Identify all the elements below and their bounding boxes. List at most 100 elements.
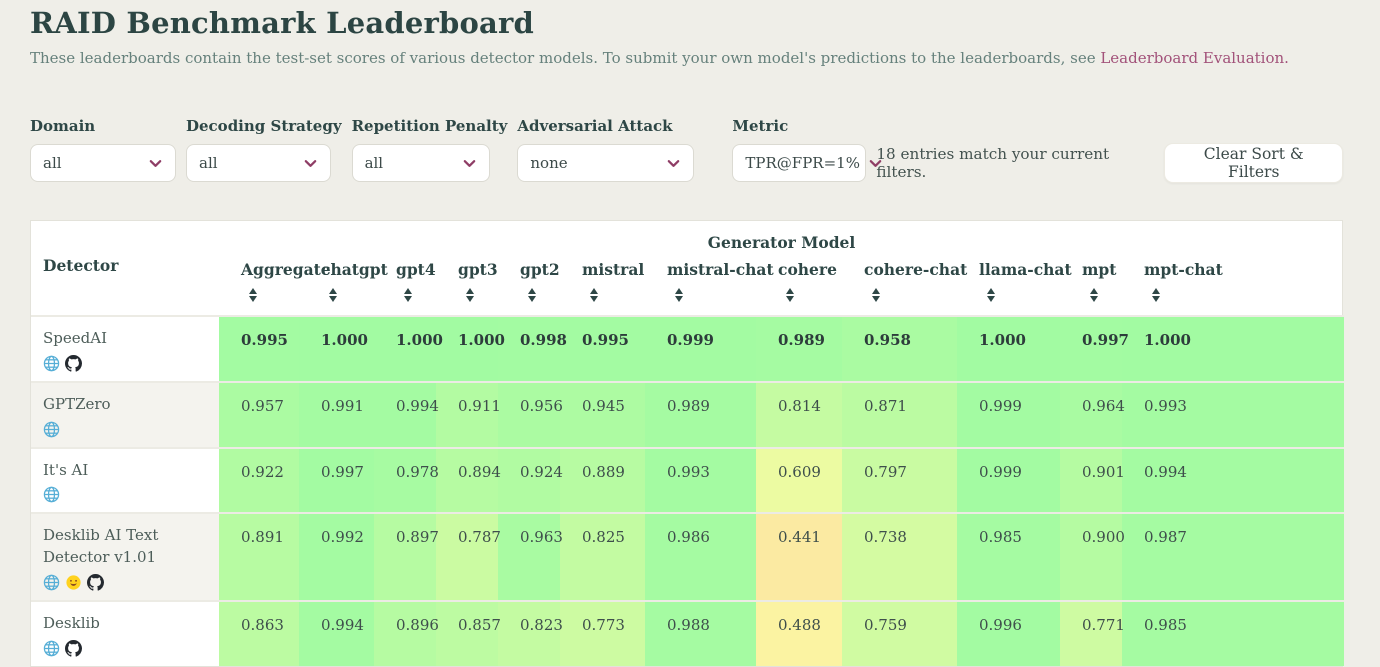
column-header-aggregate: Aggregate xyxy=(219,252,331,316)
huggingface-icon[interactable] xyxy=(65,574,82,591)
table-row: GPTZero 0.957 0.991 0.994 0.911 0.956 0.945 0.9… xyxy=(31,381,1345,448)
github-icon[interactable] xyxy=(65,639,82,657)
score-cell: 1.000 xyxy=(436,316,505,382)
sort-up-arrow xyxy=(329,288,337,294)
sort-icon[interactable] xyxy=(466,288,474,302)
website-icon[interactable] xyxy=(43,421,60,438)
sort-up-arrow xyxy=(786,288,794,294)
decoding-strategy-select[interactable]: all xyxy=(186,144,331,182)
clear-sort-filters-button[interactable]: Clear Sort & Filters xyxy=(1164,143,1343,183)
website-icon[interactable] xyxy=(43,355,60,372)
github-icon[interactable] xyxy=(65,354,82,372)
sort-down-arrow xyxy=(1152,296,1160,302)
score-cell: 0.985 xyxy=(1122,600,1345,666)
score-cell: 0.991 xyxy=(299,381,374,448)
score-cell: 1.000 xyxy=(1122,316,1345,382)
column-header-mistral-chat: mistral-chat xyxy=(645,252,774,316)
page-subtitle: These leaderboards contain the test-set … xyxy=(30,49,1380,67)
sort-icon[interactable] xyxy=(329,288,337,302)
entries-count-text: 18 entries match your current filters. xyxy=(876,145,1110,181)
score-cell: 0.994 xyxy=(1122,447,1345,514)
sort-icon[interactable] xyxy=(872,288,880,302)
sort-up-arrow xyxy=(590,288,598,294)
detector-cell: SpeedAI xyxy=(31,316,219,382)
detector-cell: Desklib AI Text Detector v1.01 xyxy=(31,513,219,601)
score-cell: 0.889 xyxy=(560,447,645,514)
leaderboard-evaluation-link[interactable]: Leaderboard Evaluation. xyxy=(1100,49,1289,67)
website-icon[interactable] xyxy=(43,486,60,503)
detector-cell: It's AI xyxy=(31,447,219,514)
chevron-down-icon xyxy=(462,156,477,171)
sort-icon[interactable] xyxy=(590,288,598,302)
score-cell: 0.996 xyxy=(957,600,1060,666)
sort-icon[interactable] xyxy=(404,288,412,302)
score-cell: 1.000 xyxy=(374,316,443,382)
sort-icon[interactable] xyxy=(1090,288,1098,302)
filter-decoding-strategy: Decoding Strategy all xyxy=(186,117,342,182)
sort-up-arrow xyxy=(987,288,995,294)
column-header-mpt-chat: mpt-chat xyxy=(1122,252,1344,316)
score-cell: 0.958 xyxy=(842,316,957,382)
score-cell: 0.797 xyxy=(842,447,957,514)
score-cell: 0.994 xyxy=(299,600,374,666)
sort-down-arrow xyxy=(675,296,683,302)
column-header-label: Aggregate xyxy=(241,260,331,279)
sort-icon[interactable] xyxy=(675,288,683,302)
sort-up-arrow xyxy=(872,288,880,294)
score-cell: 0.894 xyxy=(436,447,501,514)
repetition-penalty-select[interactable]: all xyxy=(351,144,490,182)
filter-bar: Domain all Decoding Strategy all Repetition … xyxy=(30,117,1343,183)
column-header-label: mistral-chat xyxy=(667,260,774,279)
sort-down-arrow xyxy=(249,296,257,302)
score-cell: 0.998 xyxy=(498,316,567,382)
website-icon[interactable] xyxy=(43,640,60,657)
column-header-label: gpt2 xyxy=(520,260,560,279)
website-icon[interactable] xyxy=(43,574,60,591)
filter-bar-right: 18 entries match your current filters. C… xyxy=(876,143,1343,183)
column-header-label: gpt4 xyxy=(396,260,436,279)
filter-label-domain: Domain xyxy=(30,117,96,135)
detector-name: SpeedAI xyxy=(43,329,107,347)
sort-icon[interactable] xyxy=(987,288,995,302)
column-header-label: cohere-chat xyxy=(864,260,968,279)
sort-icon[interactable] xyxy=(786,288,794,302)
score-cell: 0.993 xyxy=(645,447,756,514)
score-cell: 0.995 xyxy=(560,316,645,382)
sort-icon[interactable] xyxy=(249,288,257,302)
chevron-down-icon xyxy=(666,156,681,171)
column-header-gpt4: gpt4 xyxy=(374,252,436,316)
score-cell: 0.901 xyxy=(1060,447,1125,514)
score-cell: 1.000 xyxy=(957,316,1060,382)
score-cell: 0.997 xyxy=(1060,316,1129,382)
sort-icon[interactable] xyxy=(528,288,536,302)
metric-select[interactable]: TPR@FPR=1% xyxy=(732,144,882,182)
sort-icon[interactable] xyxy=(1152,288,1160,302)
github-icon[interactable] xyxy=(87,573,104,591)
detector-links xyxy=(43,639,207,657)
adversarial-attack-select[interactable]: none xyxy=(517,144,695,182)
sort-down-arrow xyxy=(528,296,536,302)
score-cell: 0.871 xyxy=(842,381,957,448)
domain-select[interactable]: all xyxy=(30,144,176,182)
sort-up-arrow xyxy=(1152,288,1160,294)
score-cell: 0.999 xyxy=(957,447,1060,514)
column-header-label: gpt3 xyxy=(458,260,498,279)
generator-model-group-header: Generator Model xyxy=(707,233,856,252)
leaderboard-table: Detector Generator Model Aggregate chatgpt g… xyxy=(31,221,1345,666)
score-cell: 0.986 xyxy=(645,513,756,601)
score-cell: 0.738 xyxy=(842,513,957,601)
table-row: It's AI 0.922 0.997 0.978 0.894 0.924 0.889 0.9… xyxy=(31,447,1345,514)
sort-down-arrow xyxy=(404,296,412,302)
score-cell: 0.891 xyxy=(219,513,299,601)
score-cell: 0.997 xyxy=(299,447,374,514)
chevron-down-icon xyxy=(868,156,883,171)
sort-up-arrow xyxy=(404,288,412,294)
detector-links xyxy=(43,421,207,438)
filter-groups: Domain all Decoding Strategy all Repetition … xyxy=(30,117,882,182)
detector-name: It's AI xyxy=(43,460,89,479)
table-row: SpeedAI 0.995 1.000 1.000 1.000 0.998 0.995 0.9… xyxy=(31,316,1345,382)
sort-down-arrow xyxy=(1090,296,1098,302)
score-cell: 0.988 xyxy=(645,600,756,666)
score-cell: 0.441 xyxy=(756,513,842,601)
filter-label-metric: Metric xyxy=(732,117,789,135)
